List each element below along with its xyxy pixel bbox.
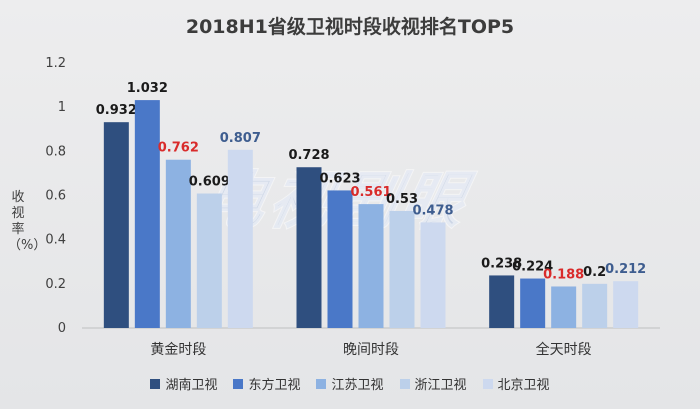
data-label: 0.561 (350, 185, 391, 200)
bar (196, 193, 222, 328)
data-label: 0.932 (96, 103, 137, 118)
data-label: 0.238 (481, 256, 522, 271)
x-category-label: 黄金时段 (150, 341, 206, 358)
legend-swatch (316, 378, 327, 389)
bar (613, 281, 639, 328)
y-tick-label: 1 (58, 100, 66, 115)
x-category-label: 晚间时段 (343, 342, 399, 358)
bar (165, 159, 191, 328)
data-label: 0.762 (158, 141, 199, 156)
y-tick-label: 0.6 (45, 189, 66, 204)
legend-item: 湖南卫视 (150, 374, 217, 393)
bar (520, 278, 546, 328)
legend-swatch (399, 378, 410, 389)
data-label: 0.478 (412, 203, 453, 218)
bar (227, 149, 253, 328)
data-label: 0.609 (189, 175, 230, 190)
y-tick-label: 0.2 (45, 277, 66, 292)
bar (296, 167, 322, 328)
bar (358, 204, 384, 328)
chart-title: 2018H1省级卫视时段收视排名TOP5 (185, 16, 515, 38)
legend-item: 东方卫视 (233, 374, 300, 393)
y-tick-label: 1.2 (45, 56, 66, 71)
data-label: 0.807 (220, 131, 261, 146)
data-label: 0.212 (605, 262, 646, 277)
legend-swatch (482, 378, 493, 389)
data-label: 0.623 (319, 171, 360, 186)
bar (327, 190, 353, 328)
bar (103, 122, 129, 328)
legend-label: 江苏卫视 (331, 378, 384, 393)
legend-swatch (150, 378, 161, 389)
data-label: 0.188 (543, 267, 584, 282)
legend-item: 北京卫视 (482, 374, 550, 393)
data-label: 0.53 (386, 192, 418, 207)
bar (134, 100, 160, 328)
legend-item: 江苏卫视 (316, 374, 384, 393)
chart-legend: 湖南卫视 东方卫视 江苏卫视 浙江卫视 北京卫视 (0, 374, 700, 393)
bar (551, 286, 577, 328)
data-label: 0.2 (583, 265, 606, 280)
y-tick-label: 0 (58, 321, 66, 336)
legend-swatch (233, 378, 244, 389)
legend-item: 浙江卫视 (399, 374, 467, 393)
data-label: 0.728 (288, 148, 329, 163)
legend-label: 浙江卫视 (414, 378, 467, 393)
data-label: 0.224 (512, 260, 553, 275)
y-tick-label: 0.8 (45, 144, 66, 159)
y-tick-label: 0.4 (45, 233, 66, 248)
legend-label: 东方卫视 (248, 378, 301, 393)
legend-label: 北京卫视 (497, 378, 550, 393)
bar (489, 275, 515, 328)
bar (582, 283, 608, 328)
x-category-label: 全天时段 (536, 341, 592, 358)
legend-label: 湖南卫视 (165, 378, 218, 393)
data-label: 1.032 (127, 81, 168, 96)
bar (420, 222, 446, 328)
bar (389, 210, 415, 328)
